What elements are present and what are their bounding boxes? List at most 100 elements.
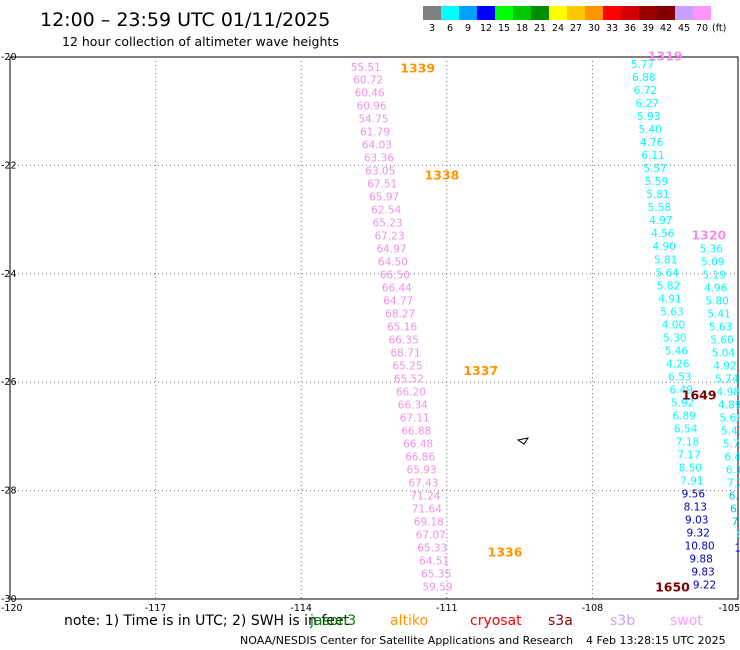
wave-height-value: 66.34 bbox=[398, 400, 428, 412]
wave-height-value: 8.13 bbox=[684, 501, 707, 513]
pass-number-label: 1336 bbox=[488, 544, 523, 559]
wave-height-value: 68.71 bbox=[391, 347, 421, 359]
wave-height-value: 5.77 bbox=[631, 59, 654, 71]
lon-tick-label: -117 bbox=[145, 603, 167, 614]
pass-1339-1336: 55.5160.7260.4660.9654.7561.7964.0363.36… bbox=[351, 62, 453, 594]
wave-height-value: 65.16 bbox=[387, 321, 417, 333]
wave-height-value: 4.89 bbox=[718, 400, 740, 412]
wave-height-value: 4.92 bbox=[713, 360, 736, 372]
wave-height-value: 5.59 bbox=[645, 176, 668, 188]
wave-height-value: 8.50 bbox=[679, 462, 702, 474]
wave-height-value: 7.18 bbox=[676, 436, 699, 448]
legend-swatch bbox=[603, 6, 621, 20]
timestamp-text: 4 Feb 13:28:15 UTC 2025 bbox=[586, 634, 726, 647]
wave-height-value: 62.54 bbox=[371, 204, 401, 216]
pass-1319: 5.776.886.726.275.935.404.766.115.575.59… bbox=[631, 59, 704, 487]
small-island-outline bbox=[516, 437, 530, 445]
legend-swatch bbox=[441, 6, 459, 20]
wave-height-value: 4.96 bbox=[704, 282, 728, 294]
pass-number-label: 1338 bbox=[425, 168, 460, 183]
footer-note: note: 1) Time is in UTC; 2) SWH is in fe… bbox=[64, 613, 350, 629]
wave-height-value: 5.09 bbox=[701, 256, 724, 268]
pass-number-label: 1319 bbox=[648, 49, 683, 64]
pass-number-label: 1320 bbox=[691, 227, 726, 242]
lat-tick-label: -28 bbox=[1, 486, 17, 497]
lat-tick-label: -20 bbox=[1, 52, 17, 63]
legend-swatch bbox=[675, 6, 693, 20]
legend-swatch bbox=[639, 6, 657, 20]
wave-height-value: 4.91 bbox=[658, 293, 681, 305]
wave-height-value: 5.81 bbox=[654, 254, 677, 266]
legend-label: 18 bbox=[516, 23, 528, 34]
wave-height-value: 5.64 bbox=[655, 267, 679, 279]
legend-label: 42 bbox=[660, 23, 672, 34]
lon-tick-label: -114 bbox=[290, 603, 312, 614]
wave-height-value: 65.93 bbox=[407, 465, 437, 477]
pass-number-label: 1339 bbox=[400, 60, 435, 75]
map-subtitle: 12 hour collection of altimeter wave hei… bbox=[62, 34, 339, 49]
wave-height-value: 66.48 bbox=[403, 439, 433, 451]
pass-number-label: 1650 bbox=[655, 580, 690, 595]
wave-height-value: 71.64 bbox=[412, 504, 442, 516]
wave-height-value: 5.43 bbox=[721, 426, 740, 438]
lat-tick-label: -26 bbox=[1, 377, 17, 388]
wave-height-value: 67.43 bbox=[408, 478, 438, 490]
wave-height-value: 61.79 bbox=[360, 126, 390, 138]
pass-number-labels: 1339 1338 1337 1336 1319 1320 1649 1650 bbox=[400, 49, 726, 595]
wave-height-value: 65.23 bbox=[373, 217, 403, 229]
wave-height-value: 9.03 bbox=[685, 514, 708, 526]
lat-tick-label: -24 bbox=[1, 269, 17, 280]
wave-height-value: 66.35 bbox=[389, 334, 419, 346]
legend-swatch bbox=[585, 6, 603, 20]
wave-height-value: 5.82 bbox=[657, 280, 680, 292]
wave-height-value: 60.72 bbox=[353, 74, 383, 86]
wave-height-value: 71.24 bbox=[410, 491, 440, 503]
wave-height-color-legend: 3 6 9 12 15 18 21 24 27 30 33 36 39 42 45 70 (ft) bbox=[423, 6, 726, 34]
wave-height-value: 65.33 bbox=[417, 543, 447, 555]
wave-height-value: 6.88 bbox=[632, 72, 655, 84]
wave-height-value: 5.74 bbox=[715, 373, 739, 385]
legend-swatch bbox=[567, 6, 585, 20]
legend-swatch bbox=[423, 6, 441, 20]
lon-tick-label: -120 bbox=[1, 603, 23, 614]
wave-height-value: 4.97 bbox=[649, 215, 672, 227]
wave-height-value: 9.83 bbox=[691, 566, 714, 578]
wave-height-value: 7.17 bbox=[677, 449, 700, 461]
legend-label: 36 bbox=[624, 23, 636, 34]
wave-height-value: 6.63 bbox=[730, 504, 740, 516]
wave-height-value: 4.76 bbox=[640, 137, 664, 149]
legend-label: 9 bbox=[465, 23, 471, 34]
lon-tick-label: -105 bbox=[718, 603, 740, 614]
satellite-name: cryosat bbox=[470, 613, 522, 629]
wave-height-value: 67.51 bbox=[367, 178, 397, 190]
wave-height-value: 5.80 bbox=[705, 295, 728, 307]
wave-height-value: 5.63 bbox=[709, 321, 732, 333]
legend-label: 27 bbox=[570, 23, 582, 34]
legend-swatch bbox=[549, 6, 567, 20]
wave-height-value: 5.58 bbox=[648, 202, 671, 214]
wave-height-value: 63.36 bbox=[364, 152, 394, 164]
wave-height-value: 6.27 bbox=[636, 98, 659, 110]
wave-height-value: 65.52 bbox=[394, 373, 424, 385]
legend-swatch bbox=[495, 6, 513, 20]
legend-label: 30 bbox=[588, 23, 600, 34]
legend-label: 12 bbox=[480, 23, 492, 34]
wave-height-value: 5.40 bbox=[638, 124, 661, 136]
wave-height-value: 5.68 bbox=[720, 413, 740, 425]
lat-tick-label: -30 bbox=[1, 594, 17, 605]
pass-right-edge: 6.176.637.128.4 bbox=[729, 491, 740, 542]
axis-tick-labels: -20 -22 -24 -26 -28 -30-120 -117 -114 -111 -108 -1… bbox=[1, 52, 740, 614]
wave-height-value: 63.05 bbox=[365, 165, 395, 177]
wave-height-value: 5.41 bbox=[707, 308, 730, 320]
wave-height-value: 66.50 bbox=[380, 269, 410, 281]
wave-height-value: 9.56 bbox=[682, 488, 706, 500]
wave-height-value: 60.96 bbox=[357, 100, 387, 112]
wave-height-value: 6.53 bbox=[668, 371, 691, 383]
wave-height-value: 65.35 bbox=[421, 569, 451, 581]
wave-height-value: 65.25 bbox=[392, 360, 422, 372]
wave-height-value: 66.86 bbox=[405, 452, 435, 464]
wave-height-value: 6.17 bbox=[729, 491, 740, 503]
wave-height-value: 69.18 bbox=[414, 517, 444, 529]
legend-label: 45 bbox=[678, 23, 690, 34]
